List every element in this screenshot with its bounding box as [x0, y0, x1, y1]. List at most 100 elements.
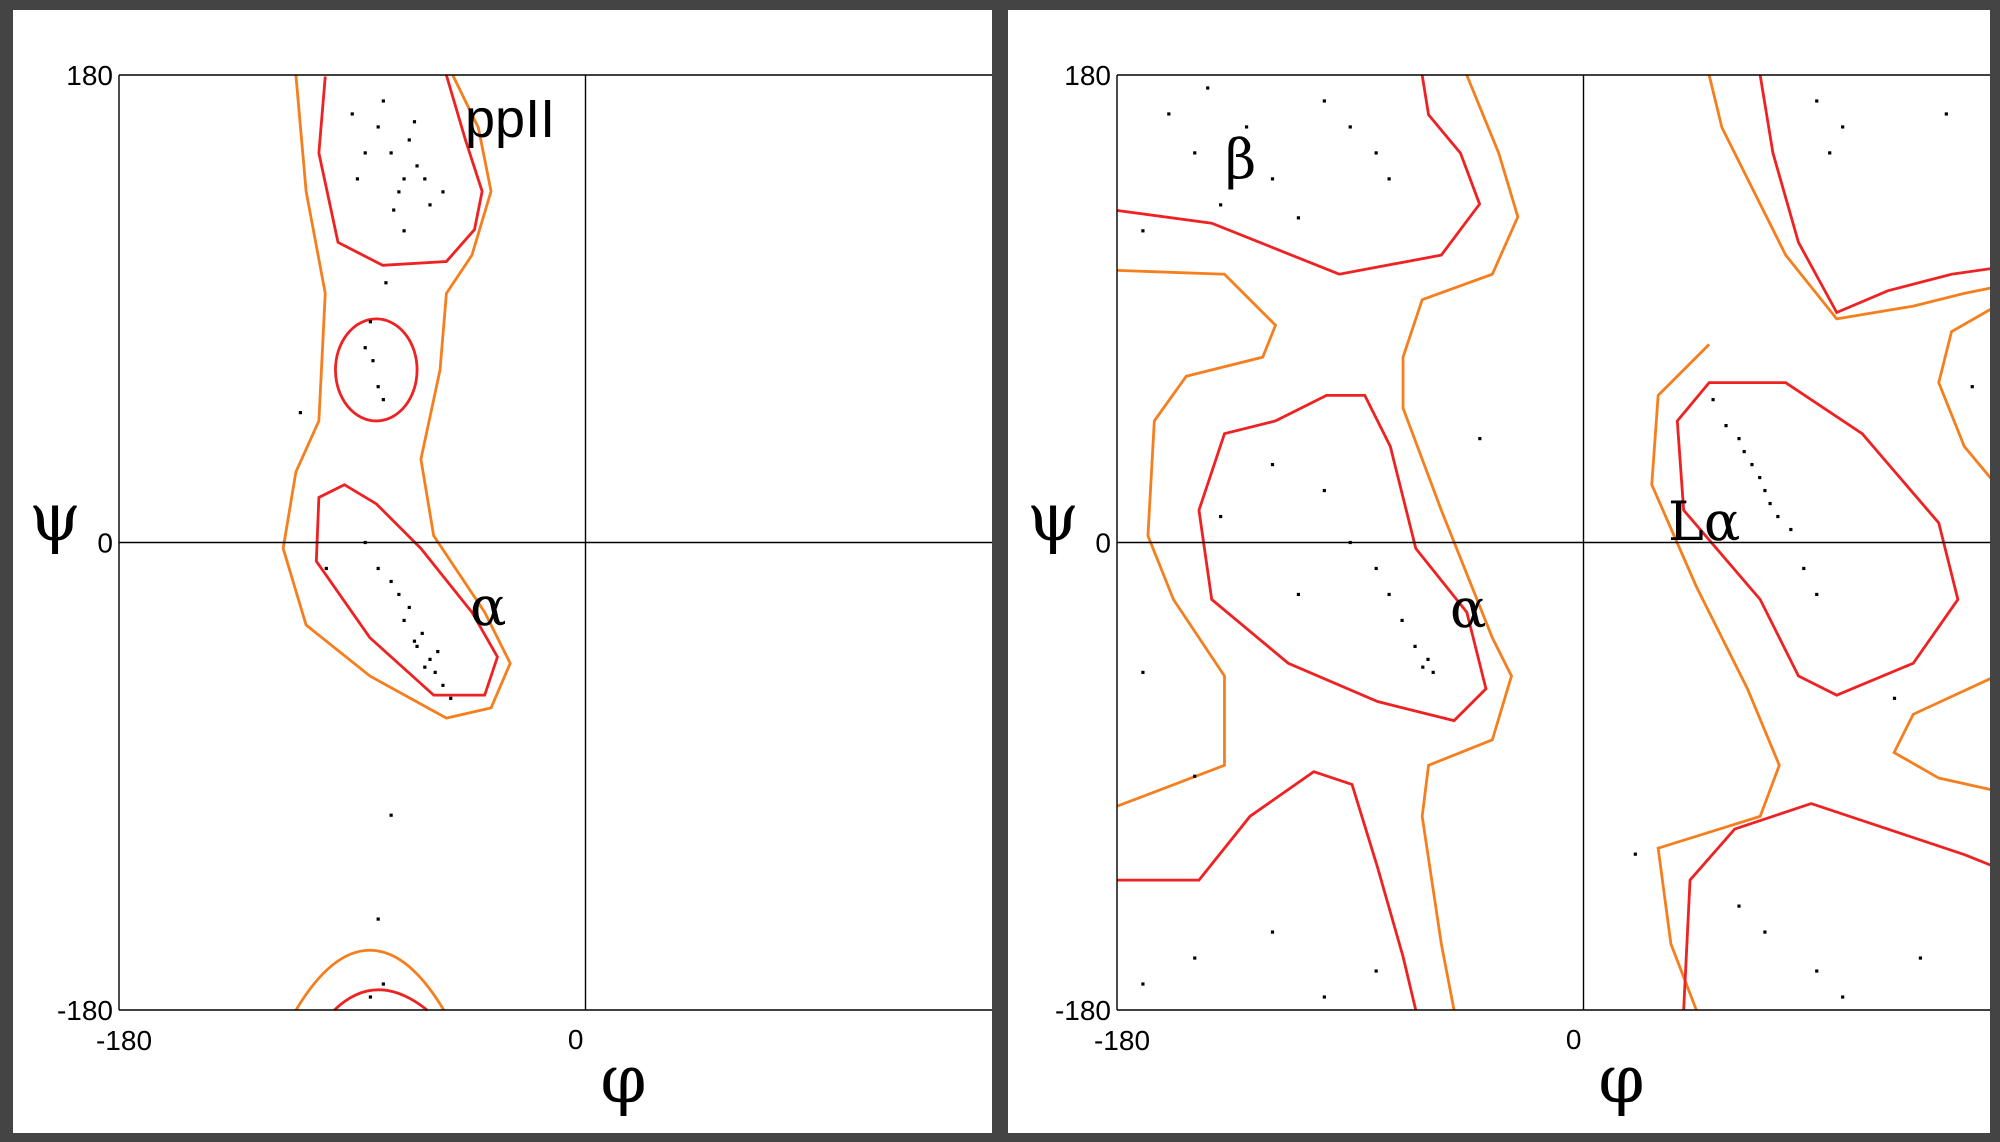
point — [1742, 449, 1746, 454]
point — [1270, 930, 1275, 934]
y-tick-label: 180 — [1064, 60, 1111, 91]
point — [389, 813, 393, 817]
point — [1426, 657, 1430, 661]
point — [1322, 488, 1326, 493]
point — [1789, 527, 1793, 532]
point — [355, 177, 360, 181]
point — [363, 346, 367, 350]
point — [1167, 112, 1171, 116]
annotation: β — [1225, 128, 1256, 191]
point — [1219, 514, 1223, 519]
point — [1374, 151, 1378, 155]
point — [412, 639, 417, 643]
point — [1348, 540, 1352, 545]
point — [1244, 125, 1249, 129]
point — [1387, 592, 1391, 597]
point — [376, 385, 380, 389]
point — [381, 99, 385, 103]
contours-left — [281, 74, 512, 1012]
y-axis-label: ψ — [1027, 479, 1079, 556]
point — [1841, 995, 1845, 999]
point — [1270, 177, 1275, 181]
point — [1296, 592, 1301, 597]
point — [1970, 385, 1974, 389]
annotation: ppII — [465, 89, 555, 149]
point — [1348, 125, 1352, 129]
x-tick-label: 0 — [568, 1024, 584, 1055]
point — [376, 566, 380, 571]
annotation: α — [1450, 577, 1486, 640]
point — [397, 190, 401, 194]
point — [1270, 462, 1275, 467]
point — [376, 125, 380, 129]
y-tick-label: -180 — [1055, 995, 1111, 1026]
point — [1815, 99, 1819, 103]
y-tick-label: -180 — [57, 995, 113, 1026]
point — [376, 917, 380, 921]
point — [1918, 956, 1923, 960]
point — [1768, 501, 1772, 506]
point — [1206, 86, 1210, 90]
point — [1750, 462, 1754, 467]
point — [1763, 488, 1767, 493]
point — [368, 320, 372, 324]
panel-right — [1008, 10, 1990, 1133]
point — [1421, 665, 1425, 669]
point — [1431, 670, 1435, 674]
point — [449, 696, 453, 700]
point — [1828, 151, 1832, 155]
point — [397, 592, 401, 597]
point — [415, 164, 419, 168]
point — [363, 151, 367, 155]
point — [363, 540, 367, 545]
y-tick-label: 0 — [97, 528, 113, 559]
point — [420, 631, 424, 636]
point — [381, 398, 385, 402]
point — [441, 683, 445, 687]
point — [1815, 969, 1819, 973]
point — [1711, 398, 1715, 402]
point — [381, 982, 385, 986]
point — [1374, 566, 1378, 571]
point — [436, 649, 440, 654]
point — [1892, 696, 1897, 700]
point — [1141, 670, 1145, 674]
point — [407, 605, 411, 610]
point — [1193, 956, 1197, 960]
point — [1141, 229, 1145, 233]
point — [1193, 774, 1197, 778]
annotation: α — [470, 575, 506, 638]
point — [1758, 475, 1762, 480]
point — [441, 190, 445, 194]
x-axis-label: φ — [1598, 1041, 1644, 1118]
point — [1802, 566, 1806, 571]
x-tick-label: -180 — [1094, 1025, 1150, 1056]
point — [1296, 216, 1301, 220]
plot — [118, 74, 992, 1011]
point — [402, 229, 406, 233]
contours-right — [1116, 74, 1990, 1011]
point — [423, 177, 427, 181]
point — [1322, 99, 1326, 103]
point — [402, 177, 406, 181]
point — [433, 670, 437, 674]
point — [407, 138, 411, 142]
point — [1815, 592, 1819, 597]
point — [1141, 982, 1145, 986]
point — [415, 644, 419, 648]
point — [1944, 112, 1948, 116]
point — [371, 359, 375, 363]
point — [324, 566, 328, 571]
point — [350, 112, 354, 116]
point — [389, 579, 393, 584]
x-tick-label: -180 — [96, 1025, 152, 1056]
point — [1193, 151, 1197, 155]
y-axis-label: ψ — [29, 479, 81, 556]
point — [412, 120, 417, 124]
point — [402, 618, 406, 623]
point — [1737, 437, 1741, 441]
point — [1478, 437, 1482, 441]
point — [368, 995, 372, 999]
panel-left — [13, 10, 992, 1133]
